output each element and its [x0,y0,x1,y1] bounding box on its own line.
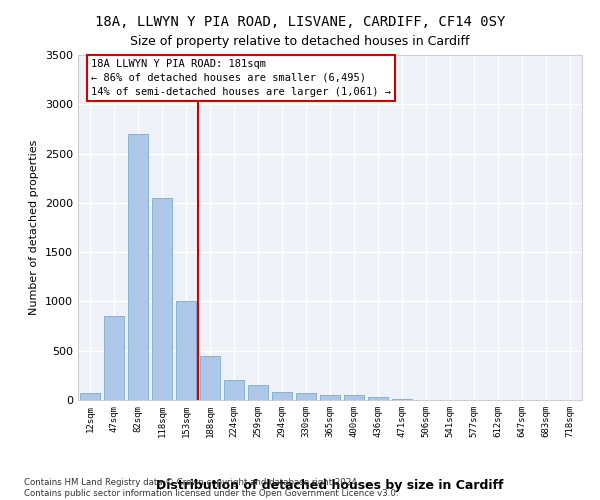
Bar [272,392,292,400]
Bar [392,399,412,400]
Bar [248,385,268,400]
Text: Size of property relative to detached houses in Cardiff: Size of property relative to detached ho… [130,35,470,48]
Bar [296,392,316,400]
Bar [224,380,244,400]
Bar [320,395,340,400]
Bar [344,395,364,400]
Bar [128,134,148,400]
Bar [368,397,388,400]
Y-axis label: Number of detached properties: Number of detached properties [29,140,40,315]
Bar [80,392,100,400]
X-axis label: Distribution of detached houses by size in Cardiff: Distribution of detached houses by size … [156,479,504,492]
Text: 18A, LLWYN Y PIA ROAD, LISVANE, CARDIFF, CF14 0SY: 18A, LLWYN Y PIA ROAD, LISVANE, CARDIFF,… [95,15,505,29]
Bar [152,198,172,400]
Bar [104,316,124,400]
Text: Contains HM Land Registry data © Crown copyright and database right 2024.
Contai: Contains HM Land Registry data © Crown c… [24,478,398,498]
Text: 18A LLWYN Y PIA ROAD: 181sqm
← 86% of detached houses are smaller (6,495)
14% of: 18A LLWYN Y PIA ROAD: 181sqm ← 86% of de… [91,59,391,97]
Bar [176,302,196,400]
Bar [200,356,220,400]
